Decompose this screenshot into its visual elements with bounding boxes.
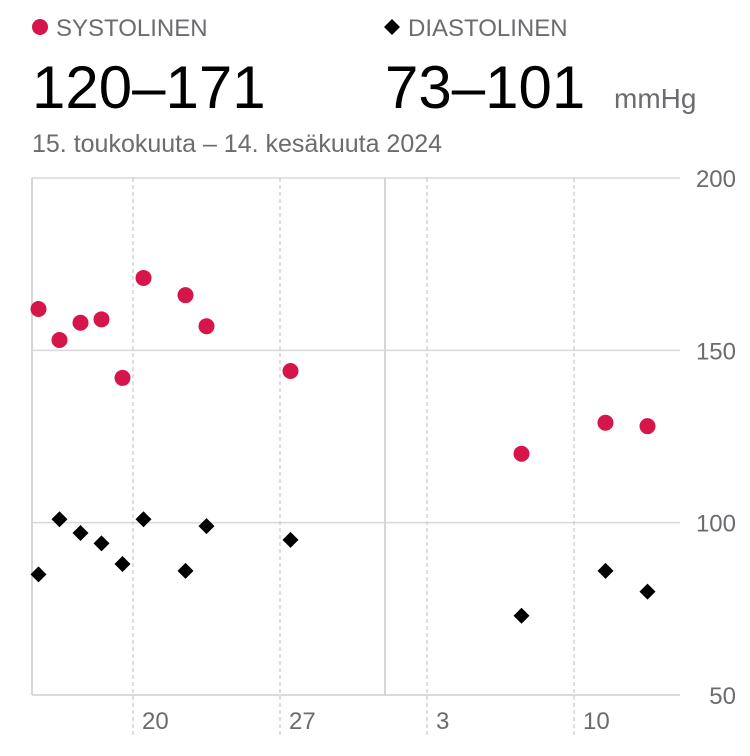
y-tick-label: 50 (709, 683, 736, 710)
point (198, 318, 215, 335)
point (51, 331, 68, 348)
point (135, 511, 152, 528)
point (72, 314, 89, 331)
x-tick-label: 10 (583, 708, 610, 735)
unit: mmHg (614, 83, 696, 114)
point (51, 511, 68, 528)
x-tick-label: 3 (436, 708, 449, 735)
point (198, 518, 215, 535)
point (177, 287, 194, 304)
range-value: 73–101 (385, 54, 585, 121)
point (93, 535, 110, 552)
legend-marker (32, 19, 48, 35)
point (30, 300, 47, 317)
y-tick-label: 150 (696, 338, 736, 365)
point (114, 556, 131, 573)
y-tick-label: 200 (696, 166, 736, 193)
point (282, 531, 299, 548)
point (93, 311, 110, 328)
point (639, 583, 656, 600)
point (282, 363, 299, 380)
point (513, 607, 530, 624)
point (30, 566, 47, 583)
legend-label: DIASTOLINEN (408, 15, 568, 42)
x-tick-label: 20 (142, 708, 169, 735)
subtitle: 15. toukokuuta – 14. kesäkuuta 2024 (32, 130, 442, 158)
point (114, 369, 131, 386)
point (177, 562, 194, 579)
x-tick-label: 27 (289, 708, 316, 735)
point (639, 418, 656, 435)
point (597, 414, 614, 431)
legend-marker (384, 19, 400, 35)
point (72, 525, 89, 542)
legend-label: SYSTOLINEN (56, 15, 208, 42)
point (135, 269, 152, 286)
point (597, 562, 614, 579)
point (513, 445, 530, 462)
y-tick-label: 100 (696, 511, 736, 538)
range-value: 120–171 (32, 54, 266, 121)
